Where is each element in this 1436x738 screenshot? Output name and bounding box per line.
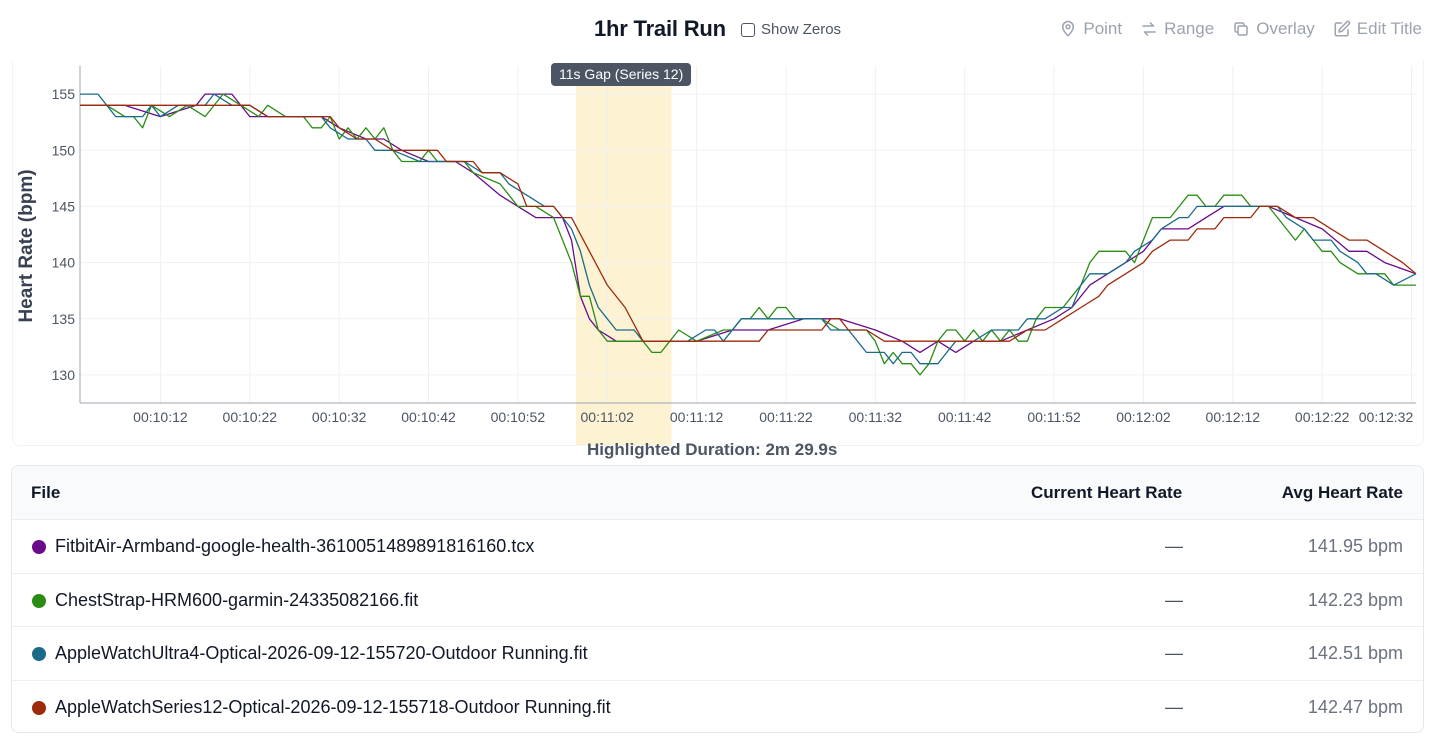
point-tool-label: Point (1083, 19, 1123, 38)
x-tick-label: 00:11:42 (938, 409, 992, 425)
chart-header: 1hr Trail Run Show Zeros Point Range Ove… (0, 0, 1436, 60)
show-zeros-toggle[interactable]: Show Zeros (741, 21, 841, 38)
edit-title-label: Edit Title (1356, 19, 1422, 38)
overlay-tool-button[interactable]: Overlay (1232, 19, 1315, 39)
y-axis-label: Heart Rate (bpm) (16, 169, 37, 323)
highlight-band (575, 66, 672, 445)
column-header-avg-hr[interactable]: Avg Heart Rate (1281, 483, 1403, 502)
x-tick-label: 00:10:32 (312, 409, 367, 425)
chart-card (12, 60, 1424, 446)
files-table: File Current Heart Rate Avg Heart Rate F… (11, 465, 1424, 733)
show-zeros-label: Show Zeros (761, 21, 842, 38)
file-name: AppleWatchUltra4-Optical-2026-09-12-1557… (55, 643, 588, 663)
file-name: AppleWatchSeries12-Optical-2026-09-12-15… (55, 696, 611, 717)
y-tick-label: 145 (52, 198, 76, 214)
x-tick-label: 00:11:52 (1027, 409, 1081, 425)
series-color-dot (32, 647, 46, 661)
table-header: File Current Heart Rate Avg Heart Rate (12, 466, 1423, 519)
chart-title[interactable]: 1hr Trail Run (594, 16, 726, 41)
avg-heart-rate: 142.47 bpm (1307, 696, 1403, 717)
copy-icon (1234, 22, 1248, 36)
x-tick-label: 00:10:52 (491, 409, 546, 425)
current-heart-rate: — (1165, 643, 1183, 663)
series-line-fitbit (80, 93, 1417, 354)
arrows-swap-icon (1142, 22, 1156, 36)
x-tick-label: 00:12:32 (1359, 409, 1414, 425)
show-zeros-checkbox[interactable] (741, 22, 755, 37)
series-line-applewatchseries12 (80, 104, 1417, 342)
series-color-dot (32, 593, 46, 608)
gap-annotation: 11s Gap (Series 12) (551, 63, 692, 86)
range-tool-button[interactable]: Range (1140, 19, 1214, 39)
map-pin-icon (1062, 20, 1075, 37)
avg-heart-rate: 142.51 bpm (1307, 643, 1403, 663)
y-tick-label: 150 (52, 142, 76, 158)
x-tick-label: 00:11:02 (581, 409, 635, 425)
x-tick-label: 00:12:22 (1295, 409, 1350, 425)
series-color-dot (32, 700, 46, 715)
x-tick-label: 00:10:42 (401, 409, 456, 425)
column-header-current-hr[interactable]: Current Heart Rate (1031, 483, 1183, 502)
x-tick-label: 00:11:32 (849, 409, 903, 425)
series-line-cheststrap (80, 93, 1416, 376)
x-tick-label: 00:12:12 (1206, 409, 1261, 425)
file-name: ChestStrap-HRM600-garmin-24335082166.fit (55, 589, 419, 610)
edit-icon (1334, 20, 1351, 37)
x-tick-label: 00:11:12 (670, 409, 724, 425)
avg-heart-rate: 141.95 bpm (1307, 536, 1403, 556)
toolbar: Point Range Overlay Edit Title (1059, 19, 1422, 39)
table-row[interactable]: ChestStrap-HRM600-garmin-24335082166.fit… (12, 572, 1423, 627)
highlighted-duration: Highlighted Duration: 2m 29.9s (587, 440, 838, 459)
x-tick-label: 00:12:02 (1116, 409, 1171, 425)
edit-title-button[interactable]: Edit Title (1333, 19, 1422, 39)
current-heart-rate: — (1165, 536, 1183, 556)
heart-rate-chart[interactable]: 130 135 140 145 150 155 00:10:12 00:10:22 00:10:… (0, 60, 1436, 445)
x-tick-label: 00:10:22 (223, 409, 278, 425)
y-tick-label: 135 (52, 311, 76, 327)
range-tool-label: Range (1164, 19, 1215, 38)
current-heart-rate: — (1165, 696, 1183, 717)
avg-heart-rate: 142.23 bpm (1307, 589, 1403, 610)
table-row[interactable]: AppleWatchUltra4-Optical-2026-09-12-1557… (12, 626, 1423, 680)
y-tick-label: 130 (52, 367, 76, 383)
point-tool-button[interactable]: Point (1059, 19, 1122, 39)
series-color-dot (32, 540, 46, 554)
overlay-tool-label: Overlay (1256, 19, 1315, 38)
column-header-file[interactable]: File (31, 483, 61, 502)
y-tick-label: 140 (52, 255, 76, 271)
current-heart-rate: — (1165, 589, 1183, 610)
y-tick-label: 155 (52, 86, 76, 102)
file-name: FitbitAir-Armband-google-health-36100514… (55, 536, 535, 556)
x-tick-label: 00:10:12 (133, 409, 188, 425)
x-tick-label: 00:11:22 (759, 409, 813, 425)
table-row[interactable]: FitbitAir-Armband-google-health-36100514… (12, 519, 1423, 573)
table-row[interactable]: AppleWatchSeries12-Optical-2026-09-12-15… (12, 679, 1423, 733)
